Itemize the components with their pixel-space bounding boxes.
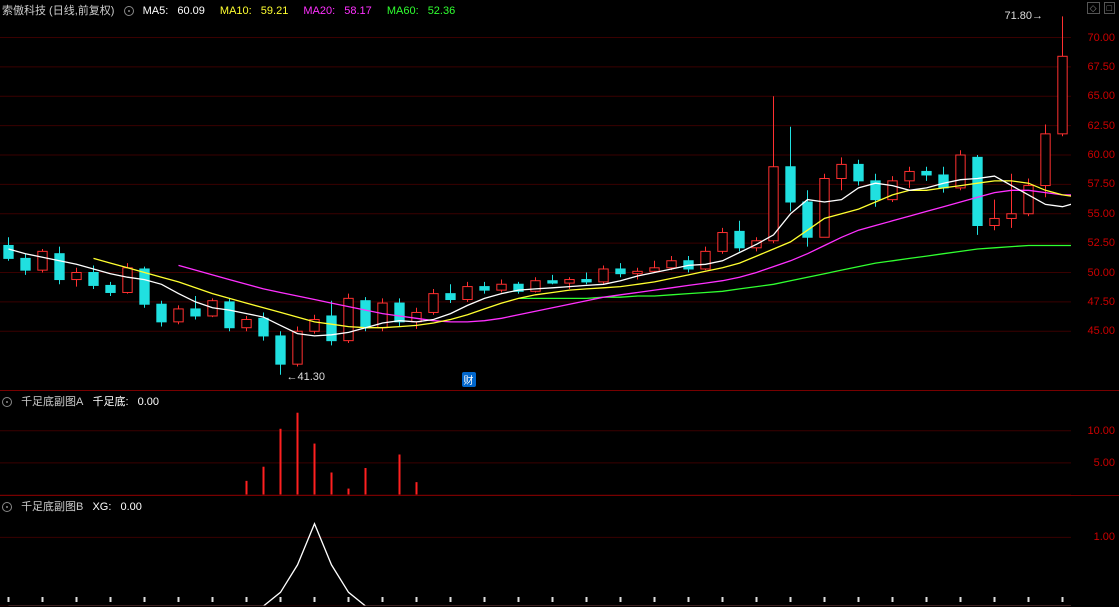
box-icon[interactable]: □ [1104, 2, 1115, 14]
candlestick-chart [0, 0, 1071, 390]
cai-badge: 财 [462, 372, 476, 387]
stock-title: 索傲科技 (日线,前复权) [2, 5, 114, 17]
subB-header: 千足底副图B XG: 0.00 [2, 498, 154, 514]
top-right-icons: ◇□ [1083, 2, 1115, 14]
high-annotation: 71.80→ [1005, 10, 1044, 22]
indicator-a-y-axis: 5.0010.00 [1071, 391, 1119, 495]
main-header: 索傲科技 (日线,前复权) MA5: 60.09 MA10: 59.21 MA2… [2, 2, 467, 18]
price-y-axis: 45.0047.5050.0052.5055.0057.5060.0062.50… [1071, 0, 1119, 390]
indicator-b-chart [0, 496, 1071, 606]
settings-icon[interactable] [124, 6, 134, 16]
settings-icon[interactable] [2, 397, 12, 407]
price-chart-panel[interactable]: 索傲科技 (日线,前复权) MA5: 60.09 MA10: 59.21 MA2… [0, 0, 1119, 390]
subA-header: 千足底副图A 千足底: 0.00 [2, 393, 171, 409]
diamond-icon[interactable]: ◇ [1087, 2, 1100, 14]
indicator-b-panel[interactable]: 千足底副图B XG: 0.00 1.00 [0, 496, 1119, 606]
low-annotation: ←41.30 [287, 371, 326, 383]
indicator-a-panel[interactable]: 千足底副图A 千足底: 0.00 5.0010.00 [0, 391, 1119, 495]
settings-icon[interactable] [2, 502, 12, 512]
indicator-b-y-axis: 1.00 [1071, 496, 1119, 606]
